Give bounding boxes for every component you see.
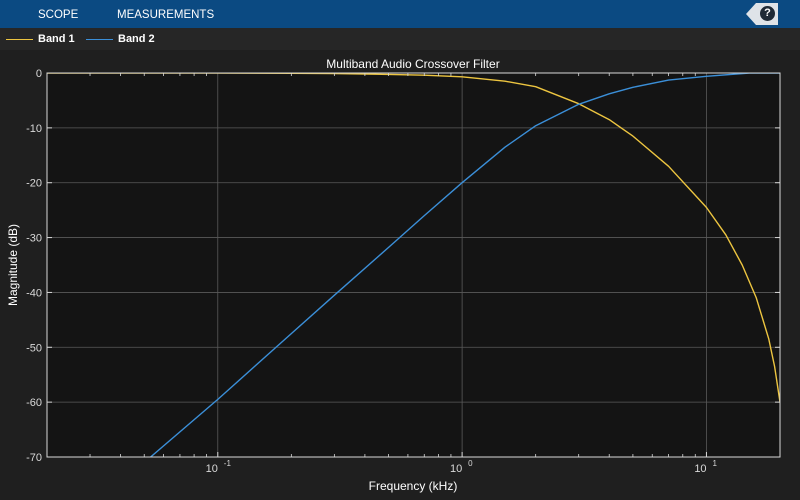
y-tick-label: -70 bbox=[26, 452, 42, 464]
legend: Band 1 Band 2 bbox=[0, 28, 800, 50]
tick-marks bbox=[46, 72, 781, 458]
y-tick-label: -20 bbox=[26, 178, 42, 190]
x-tick-label: 10 bbox=[450, 463, 462, 475]
y-axis-label: Magnitude (dB) bbox=[6, 224, 20, 306]
legend-swatch-band-2 bbox=[86, 38, 113, 40]
toolstrip: SCOPE MEASUREMENTS ? bbox=[0, 0, 800, 28]
legend-item-band-1[interactable]: Band 1 bbox=[6, 28, 75, 50]
x-tick-exponent: 1 bbox=[712, 459, 717, 468]
x-axis-label: Frequency (kHz) bbox=[369, 479, 458, 493]
y-tick-label: -40 bbox=[26, 287, 42, 299]
tab-measurements[interactable]: MEASUREMENTS bbox=[117, 9, 215, 21]
legend-item-band-2[interactable]: Band 2 bbox=[86, 28, 155, 50]
x-tick-exponent: 0 bbox=[468, 459, 473, 468]
plot-border bbox=[46, 72, 781, 458]
help-icon: ? bbox=[760, 6, 775, 21]
series-line-band-2 bbox=[149, 73, 780, 457]
x-tick-label: 10 bbox=[206, 463, 218, 475]
y-tick-label: -10 bbox=[26, 123, 42, 135]
y-tick-label: -50 bbox=[26, 342, 42, 354]
legend-label-band-1: Band 1 bbox=[38, 33, 75, 45]
help-button[interactable]: ? bbox=[746, 3, 778, 25]
legend-swatch-band-1 bbox=[6, 38, 33, 40]
y-tick-label: -30 bbox=[26, 233, 42, 245]
tab-scope[interactable]: SCOPE bbox=[38, 9, 79, 21]
y-tick-label: -60 bbox=[26, 397, 42, 409]
x-tick-label: 10 bbox=[694, 463, 706, 475]
x-tick-exponent: -1 bbox=[224, 459, 232, 468]
legend-label-band-2: Band 2 bbox=[118, 33, 155, 45]
plot-area[interactable] bbox=[47, 73, 780, 457]
y-tick-label: 0 bbox=[36, 68, 42, 80]
chart-title: Multiband Audio Crossover Filter bbox=[326, 57, 499, 71]
